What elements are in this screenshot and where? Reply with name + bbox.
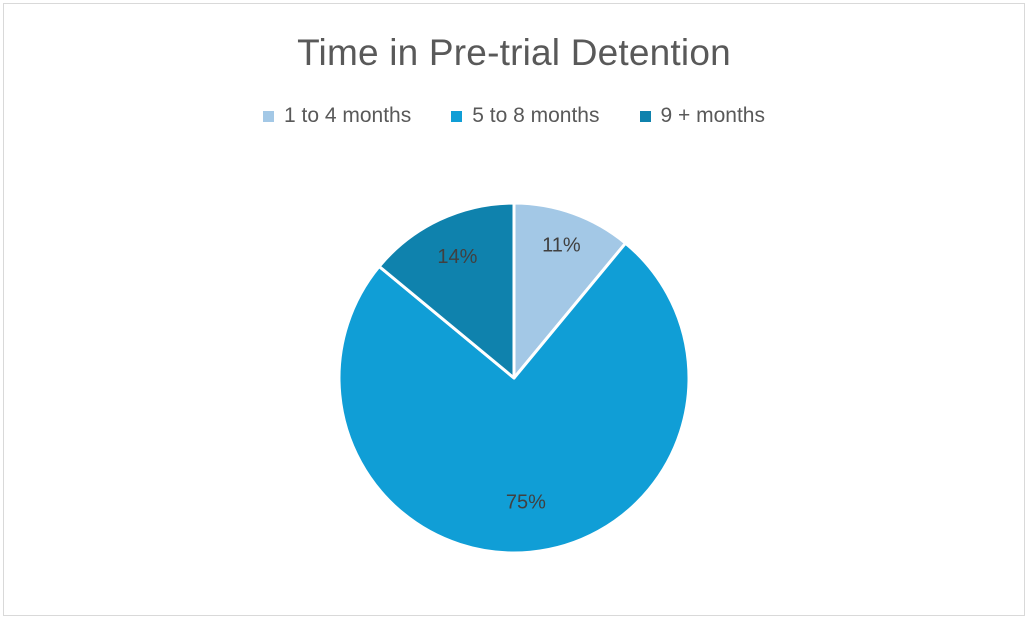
chart-frame: Time in Pre-trial Detention 1 to 4 month… — [3, 3, 1025, 616]
data-label-9-plus-months: 14% — [437, 246, 477, 268]
pie-chart: 11% 75% 14% — [337, 201, 691, 555]
legend-swatch-5-to-8-months — [451, 110, 463, 122]
legend-swatch-1-to-4-months — [263, 110, 274, 122]
pie-slice-1-to-4-months — [512, 201, 628, 380]
legend-swatch-9-plus-months — [639, 110, 651, 122]
chart-title: Time in Pre-trial Detention — [297, 32, 731, 73]
pie-slice-5-to-8-months — [337, 241, 691, 555]
legend-label-1-to-4-months: 1 to 4 months — [284, 104, 412, 127]
data-label-5-to-8-months: 75% — [506, 492, 546, 514]
legend-item-9-plus-months: 9 + months — [639, 104, 765, 128]
legend-label-9-plus-months: 9 + months — [660, 104, 765, 127]
legend-label-5-to-8-months: 5 to 8 months — [472, 104, 600, 127]
chart-legend: 1 to 4 months 5 to 8 months 9 + months — [4, 104, 1024, 128]
legend-item-1-to-4-months: 1 to 4 months — [263, 104, 411, 128]
pie-slice-9-plus-months — [377, 201, 516, 380]
data-label-1-to-4-months: 11% — [542, 235, 581, 257]
legend-item-5-to-8-months: 5 to 8 months — [451, 104, 600, 128]
